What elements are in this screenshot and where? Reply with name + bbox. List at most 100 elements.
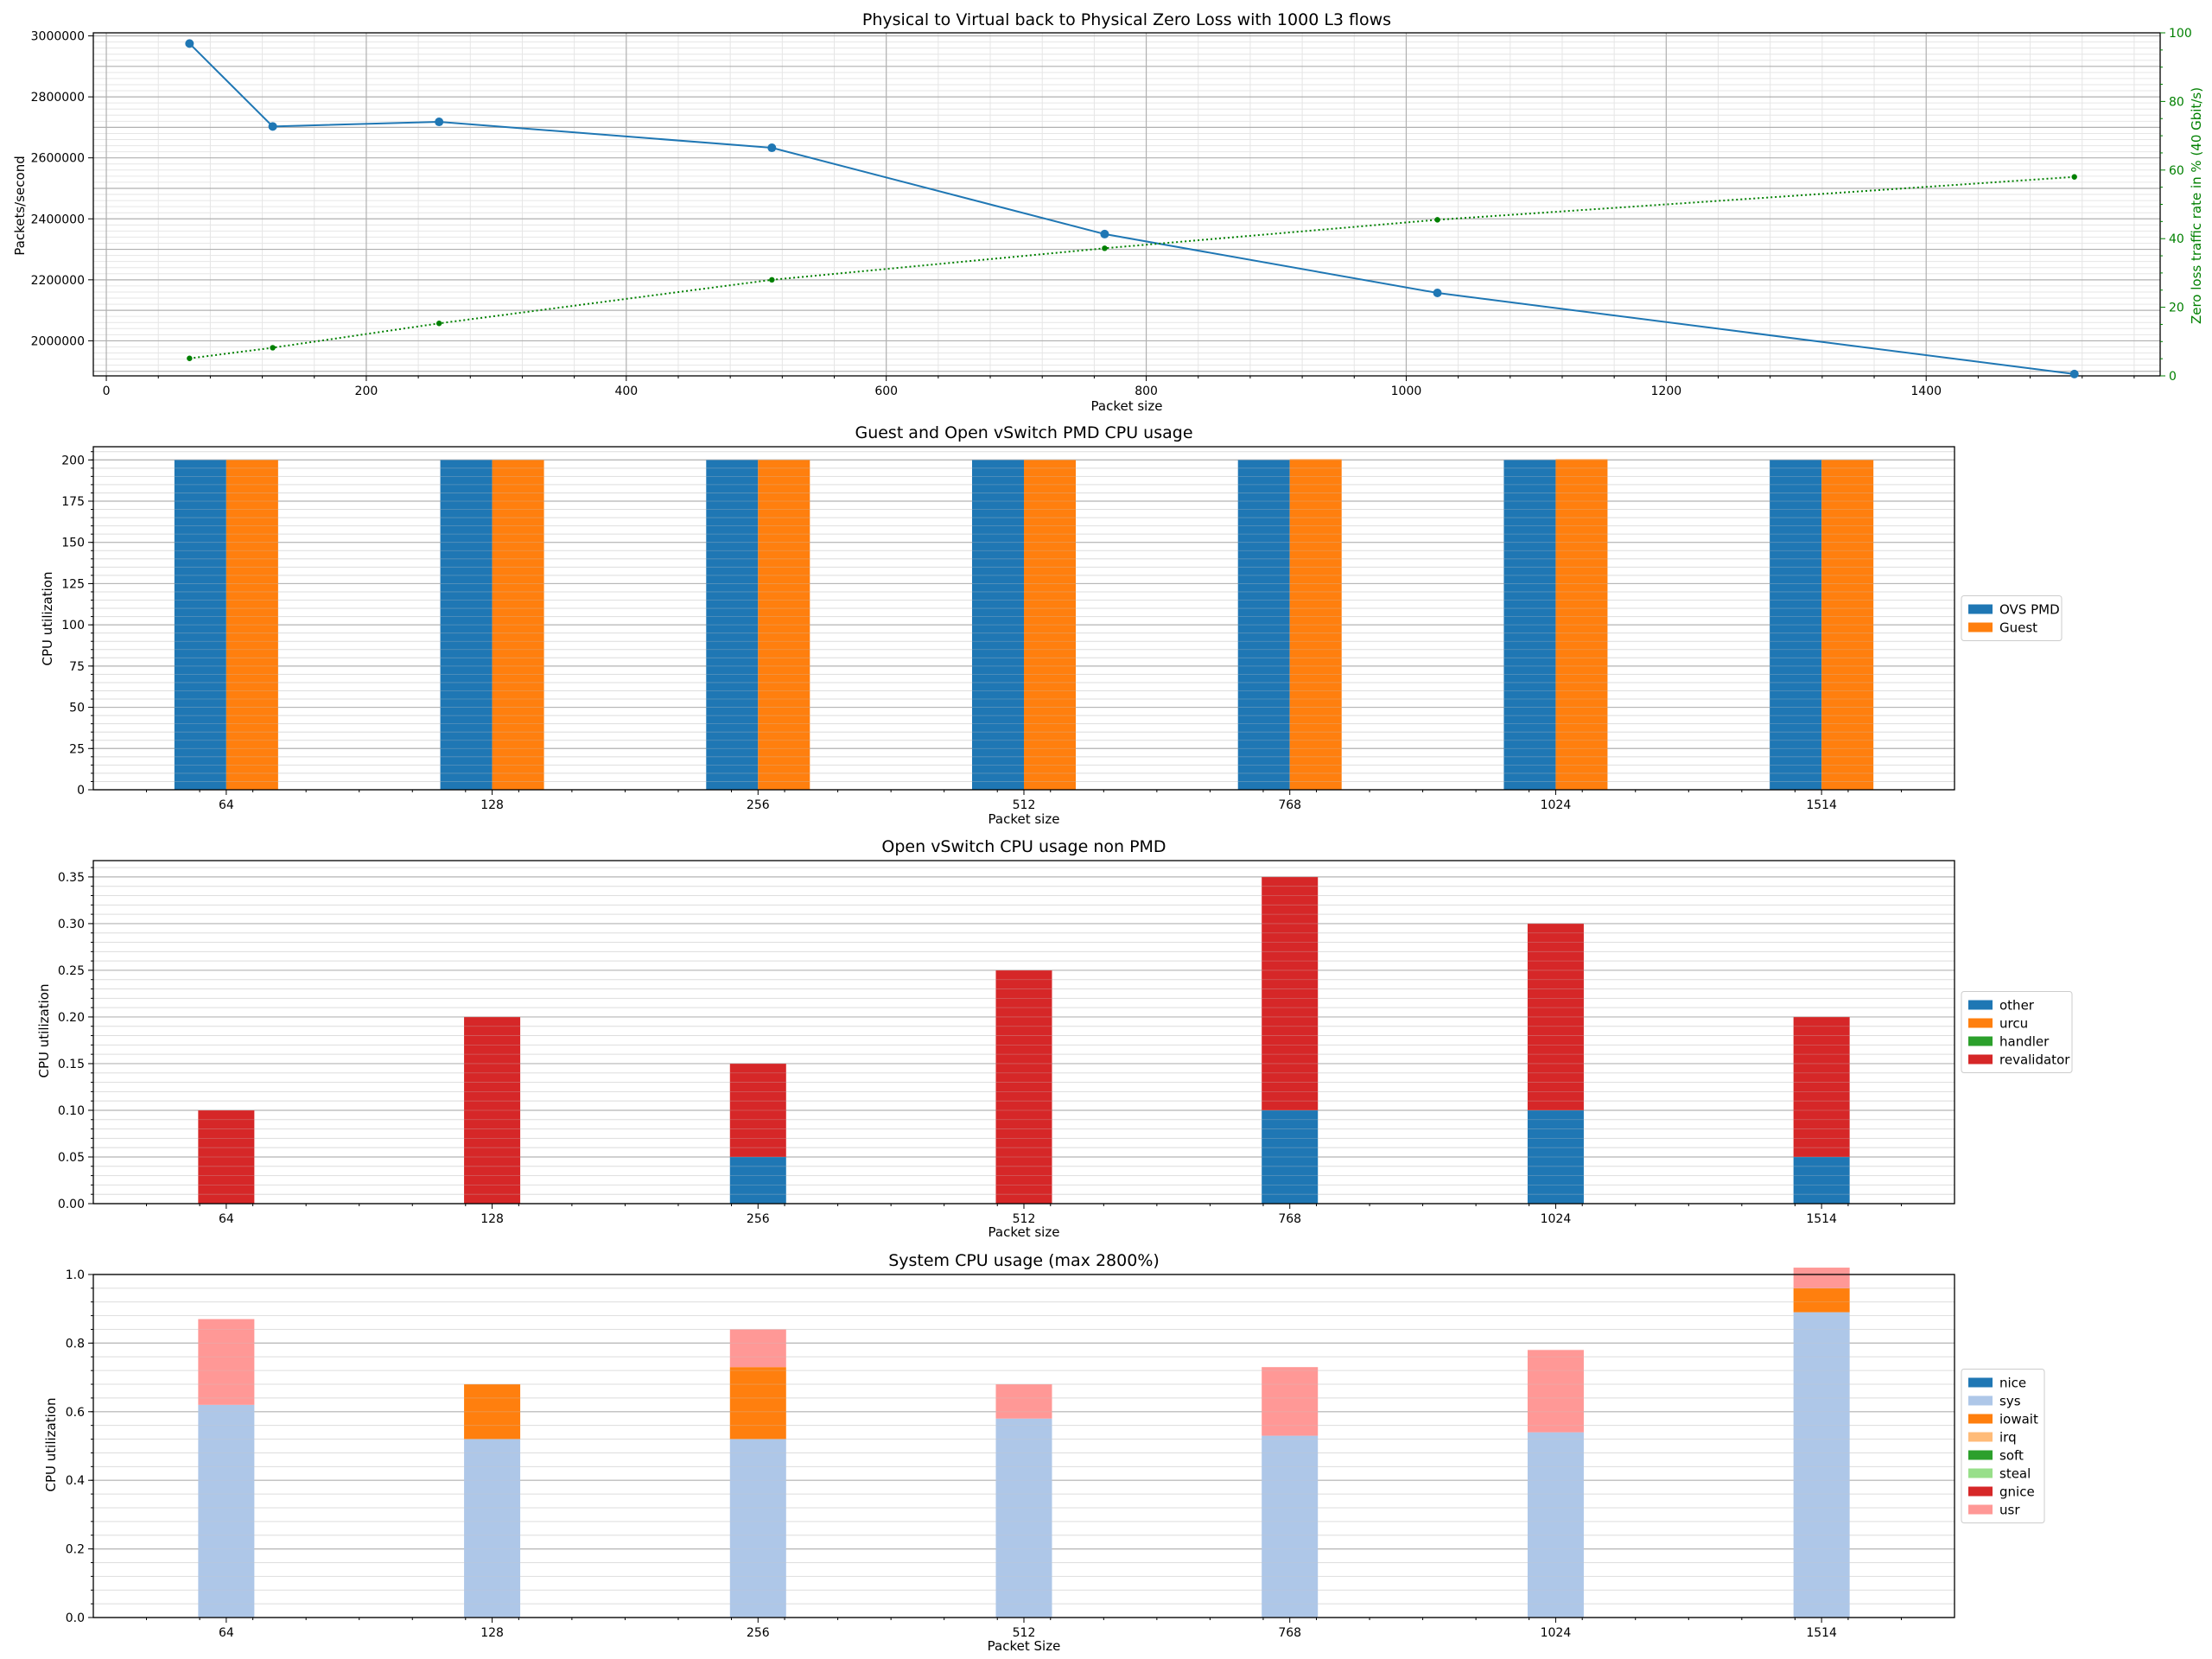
x-tick-label: 1000 xyxy=(1391,385,1422,398)
x-tick-label-256: 256 xyxy=(747,798,770,812)
bar-guest-768 xyxy=(1289,459,1342,790)
x-tick-label-64: 64 xyxy=(219,1212,234,1226)
x-tick-label-512: 512 xyxy=(1013,1626,1036,1640)
y-tick-label: 3000000 xyxy=(31,30,85,44)
legend-swatch-steal xyxy=(1968,1468,1993,1478)
x-tick-label: 400 xyxy=(614,385,638,398)
y-tick-label: 2200000 xyxy=(31,274,85,288)
legend-label-gnice: gnice xyxy=(1999,1484,2035,1500)
chart4-xlabel: Packet Size xyxy=(988,1638,1061,1654)
bar-ovs-pmd-128 xyxy=(440,460,493,790)
y-right-tick-label: 40 xyxy=(2169,232,2184,246)
x-tick-label-768: 768 xyxy=(1278,1626,1301,1640)
y-tick-label: 0.4 xyxy=(66,1474,85,1488)
x-tick-label-64: 64 xyxy=(219,798,234,812)
bar-revalidator-64 xyxy=(198,1109,255,1204)
x-tick-label: 1200 xyxy=(1651,385,1682,398)
legend-swatch-revalidator xyxy=(1968,1054,1993,1065)
legend-swatch-iowait xyxy=(1968,1414,1993,1424)
legend-label-ovs-pmd: OVS PMD xyxy=(1999,602,2060,618)
legend-swatch-sys xyxy=(1968,1395,1993,1406)
legend-swatch-ovs-pmd xyxy=(1968,604,1993,614)
y-tick-label: 0.00 xyxy=(58,1198,85,1211)
y-tick-label: 50 xyxy=(69,702,85,715)
y-tick-label: 25 xyxy=(69,742,85,756)
zero-loss-rate-point xyxy=(1102,245,1108,251)
zero-loss-rate-point xyxy=(1434,217,1440,223)
bar-ovs-pmd-256 xyxy=(706,460,759,790)
y-tick-label: 0.8 xyxy=(66,1337,85,1351)
chart1-xlabel: Packet size xyxy=(1091,398,1163,414)
x-tick-label-1024: 1024 xyxy=(1541,1212,1572,1226)
bar-revalidator-1024 xyxy=(1527,923,1584,1110)
chart1-ylabel-right: Zero loss traffic rate in % (40 Gbit/s) xyxy=(2189,87,2204,324)
y-tick-label: 0.6 xyxy=(66,1406,85,1420)
chart3-xlabel: Packet size xyxy=(988,1224,1060,1240)
y-tick-label: 0.05 xyxy=(58,1151,85,1165)
bar-usr-64 xyxy=(198,1319,255,1405)
zero-loss-rate-point xyxy=(435,321,442,327)
legend-box xyxy=(1961,991,2073,1073)
zero-loss-line-chart: Physical to Virtual back to Physical Zer… xyxy=(12,10,2204,414)
x-tick-label: 800 xyxy=(1135,385,1158,398)
y-tick-label: 200 xyxy=(61,454,85,467)
bar-usr-512 xyxy=(995,1384,1052,1419)
y-tick-label: 150 xyxy=(61,537,85,550)
x-tick-label-128: 128 xyxy=(480,1212,504,1226)
y-tick-label: 0.2 xyxy=(66,1543,85,1557)
y-tick-label: 0.0 xyxy=(66,1611,85,1625)
legend-swatch-usr xyxy=(1968,1504,1993,1515)
zero-loss-rate-point xyxy=(270,345,276,351)
bar-iowait-256 xyxy=(729,1367,786,1440)
bar-revalidator-512 xyxy=(995,969,1052,1204)
y-tick-label: 100 xyxy=(61,619,85,632)
packets-point xyxy=(767,143,777,153)
packets-point xyxy=(435,118,444,127)
bar-sys-1514 xyxy=(1793,1312,1850,1618)
packets-point xyxy=(185,39,194,48)
y-tick-label: 175 xyxy=(61,495,85,509)
bar-guest-512 xyxy=(1024,460,1076,790)
legend-label-usr: usr xyxy=(1999,1503,2020,1518)
bar-revalidator-768 xyxy=(1262,876,1319,1110)
chart2-xlabel: Packet size xyxy=(988,811,1060,827)
y-tick-label: 2000000 xyxy=(31,334,85,348)
y-tick-label: 0.15 xyxy=(58,1058,85,1071)
bar-guest-1514 xyxy=(1821,460,1874,790)
bar-ovs-pmd-512 xyxy=(972,460,1024,790)
legend-swatch-irq xyxy=(1968,1432,1993,1442)
bar-usr-1514 xyxy=(1793,1268,1850,1288)
system-cpu-bar-chart: System CPU usage (max 2800%) Packet Size… xyxy=(43,1251,2045,1654)
legend-swatch-soft xyxy=(1968,1450,1993,1460)
x-tick-label-1514: 1514 xyxy=(1806,798,1837,812)
chart3-ylabel: CPU utilization xyxy=(36,984,52,1078)
y-tick-label: 0.25 xyxy=(58,964,85,978)
legend-box xyxy=(1961,1369,2045,1523)
y-tick-label: 2400000 xyxy=(31,213,85,226)
bar-revalidator-128 xyxy=(464,1016,521,1204)
y-right-tick-label: 100 xyxy=(2169,27,2192,41)
x-tick-label-128: 128 xyxy=(480,798,504,812)
bar-other-1514 xyxy=(1793,1156,1850,1204)
x-tick-label-512: 512 xyxy=(1013,798,1036,812)
x-tick-label-1514: 1514 xyxy=(1806,1626,1837,1640)
y-tick-label: 0 xyxy=(77,784,85,798)
chart3-title: Open vSwitch CPU usage non PMD xyxy=(881,837,1166,856)
y-tick-label: 0.10 xyxy=(58,1104,85,1118)
bar-guest-1024 xyxy=(1555,459,1608,790)
zero-loss-rate-point xyxy=(187,355,193,361)
x-tick-label-128: 128 xyxy=(480,1626,504,1640)
x-tick-label: 1400 xyxy=(1910,385,1942,398)
legend-label-handler: handler xyxy=(1999,1034,2050,1050)
chart4-ylabel: CPU utilization xyxy=(43,1398,59,1492)
bar-other-256 xyxy=(729,1156,786,1204)
bar-revalidator-256 xyxy=(729,1063,786,1157)
bar-other-768 xyxy=(1262,1109,1319,1204)
legend-swatch-urcu xyxy=(1968,1018,1993,1028)
legend-label-irq: irq xyxy=(1999,1430,2017,1446)
x-tick-label: 0 xyxy=(103,385,111,398)
x-tick-label-512: 512 xyxy=(1013,1212,1036,1226)
x-tick-label-256: 256 xyxy=(747,1212,770,1226)
bar-sys-256 xyxy=(729,1439,786,1618)
chart2-title: Guest and Open vSwitch PMD CPU usage xyxy=(855,423,1192,442)
